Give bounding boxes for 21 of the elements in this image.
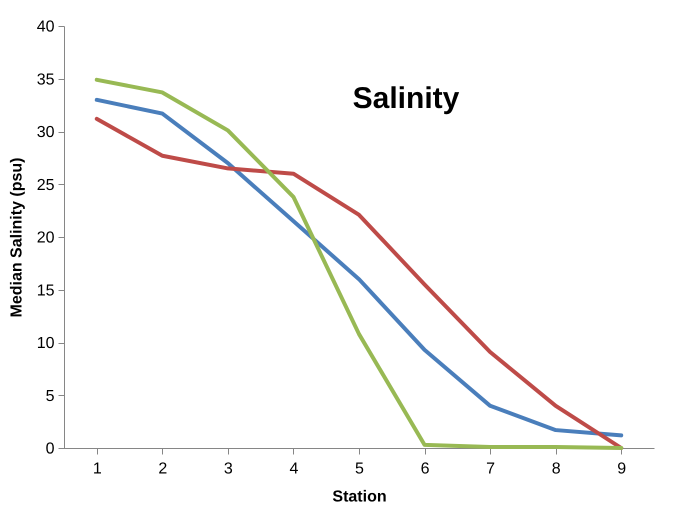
x-tick-label: 6 xyxy=(420,460,430,478)
y-axis-title: Median Salinity (psu) xyxy=(8,157,26,318)
y-tick-label: 40 xyxy=(36,18,55,36)
y-tick-label: 25 xyxy=(36,176,55,194)
x-tick-label: 4 xyxy=(289,460,298,478)
y-tick-label: 30 xyxy=(36,124,55,141)
x-tick-label: 9 xyxy=(617,460,626,478)
x-tick-label: 8 xyxy=(552,460,561,478)
y-tick-label: 15 xyxy=(36,282,55,300)
x-axis-title: Station xyxy=(332,488,387,506)
text: Salinity xyxy=(352,82,460,115)
x-tick-label: 3 xyxy=(224,460,233,478)
y-tick-label: 35 xyxy=(36,71,55,88)
x-tick-label: 5 xyxy=(355,460,364,478)
y-tick-label: 20 xyxy=(36,230,55,246)
x-tick-label: 2 xyxy=(158,460,168,478)
x-tick-label: 1 xyxy=(92,460,102,478)
y-tick-label: 5 xyxy=(46,388,55,405)
y-tick-label: 10 xyxy=(36,335,55,352)
x-tick-label: 7 xyxy=(486,460,496,478)
y-tick-label: 0 xyxy=(46,440,55,458)
